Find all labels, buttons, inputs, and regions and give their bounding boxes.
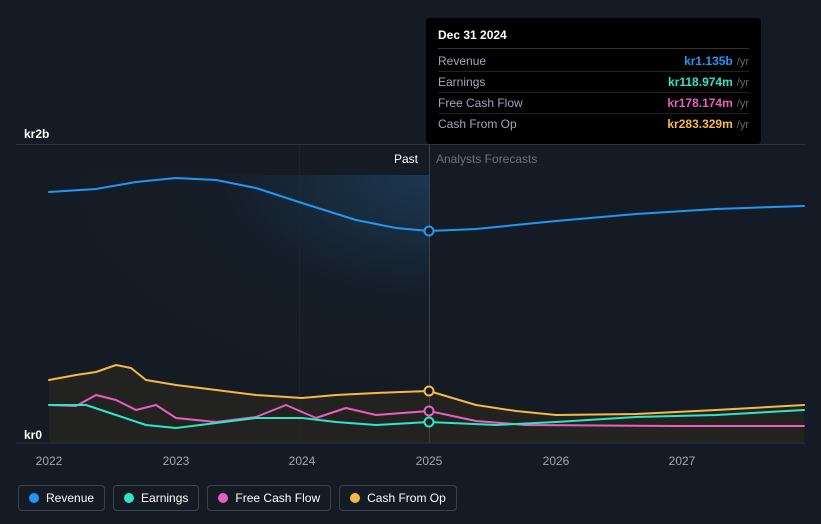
tooltip-row-label: Cash From Op (438, 117, 517, 131)
legend-item-revenue[interactable]: Revenue (18, 485, 105, 511)
tooltip-row-label: Free Cash Flow (438, 96, 523, 110)
financial-chart: kr2b Past Analysts Forecasts kr0 2022202… (16, 10, 805, 510)
tooltip-row: Free Cash Flow kr178.174m/yr (438, 93, 749, 114)
x-tick: 2023 (163, 454, 190, 468)
tooltip-row-value: kr178.174m (667, 96, 732, 110)
tooltip-row-suffix: /yr (737, 98, 749, 110)
legend-item-free-cash-flow[interactable]: Free Cash Flow (207, 485, 331, 511)
legend-dot (124, 493, 134, 503)
y-axis-bottom-label: kr0 (24, 428, 42, 442)
legend-label: Cash From Op (367, 491, 446, 505)
tooltip-row-value: kr1.135b (684, 54, 733, 68)
legend-dot (350, 493, 360, 503)
legend-dot (218, 493, 228, 503)
tooltip-row-suffix: /yr (737, 56, 749, 68)
tooltip-row-value: kr283.329m (667, 117, 732, 131)
x-tick: 2027 (669, 454, 696, 468)
x-tick: 2026 (543, 454, 570, 468)
tooltip-row: Cash From Op kr283.329m/yr (438, 114, 749, 134)
tooltip-date: Dec 31 2024 (438, 28, 749, 49)
x-tick: 2024 (289, 454, 316, 468)
tooltip-row-label: Revenue (438, 54, 486, 68)
legend-label: Earnings (141, 491, 188, 505)
x-tick: 2025 (416, 454, 443, 468)
chart-legend: Revenue Earnings Free Cash Flow Cash From O… (18, 485, 457, 511)
tooltip-row-label: Earnings (438, 75, 485, 89)
tooltip-row-value: kr118.974m (668, 75, 733, 89)
tooltip-row: Revenue kr1.135b/yr (438, 51, 749, 72)
legend-dot (29, 493, 39, 503)
tooltip-row: Earnings kr118.974m/yr (438, 72, 749, 93)
tooltip-row-suffix: /yr (737, 77, 749, 89)
legend-label: Free Cash Flow (235, 491, 320, 505)
tooltip-row-suffix: /yr (737, 119, 749, 131)
x-tick: 2022 (36, 454, 63, 468)
chart-tooltip: Dec 31 2024 Revenue kr1.135b/yr Earnings kr… (426, 18, 761, 144)
legend-item-cash-from-op[interactable]: Cash From Op (339, 485, 457, 511)
legend-item-earnings[interactable]: Earnings (113, 485, 199, 511)
legend-label: Revenue (46, 491, 94, 505)
